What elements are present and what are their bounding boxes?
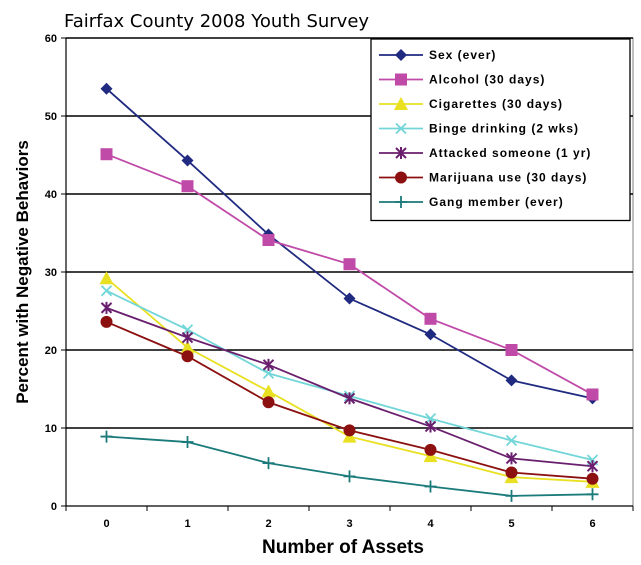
legend-label: Cigarettes (30 days) bbox=[429, 97, 563, 111]
x-tick-label: 1 bbox=[184, 518, 190, 530]
x-tick-label: 6 bbox=[589, 518, 595, 530]
data-point bbox=[100, 430, 113, 443]
legend-label: Attacked someone (1 yr) bbox=[429, 146, 591, 160]
data-point bbox=[505, 466, 518, 479]
legend-marker bbox=[395, 196, 407, 208]
legend-item: Cigarettes (30 days) bbox=[379, 97, 563, 111]
data-point bbox=[424, 480, 437, 493]
data-point bbox=[262, 396, 275, 409]
legend-marker bbox=[395, 147, 407, 159]
data-point bbox=[99, 271, 114, 285]
y-tick-label: 20 bbox=[45, 345, 57, 357]
data-point bbox=[586, 488, 599, 501]
x-axis-title: Number of Assets bbox=[262, 537, 424, 558]
data-point bbox=[505, 344, 518, 356]
series-line bbox=[106, 435, 593, 497]
data-point bbox=[424, 420, 437, 433]
data-point bbox=[343, 392, 356, 405]
data-point bbox=[424, 443, 437, 456]
x-tick-label: 3 bbox=[346, 518, 352, 530]
data-point bbox=[262, 457, 275, 470]
legend-label: Binge drinking (2 wks) bbox=[429, 122, 579, 136]
data-point bbox=[100, 285, 113, 297]
legend-label: Marijuana use (30 days) bbox=[429, 171, 587, 185]
legend-label: Sex (ever) bbox=[429, 48, 496, 62]
data-point bbox=[181, 154, 194, 167]
data-point bbox=[343, 258, 356, 271]
data-point bbox=[262, 234, 275, 247]
data-point bbox=[343, 470, 356, 483]
legend: Sex (ever) Alcohol (30 days) Cigarettes (3… bbox=[370, 38, 631, 222]
y-tick-label: 10 bbox=[45, 423, 57, 435]
legend-label: Gang member (ever) bbox=[429, 195, 564, 209]
y-axis-title: Percent with Negative Behaviors bbox=[13, 140, 32, 404]
data-point bbox=[586, 460, 599, 473]
data-point bbox=[343, 424, 356, 437]
series-line bbox=[105, 277, 593, 483]
legend-item: Binge drinking (2 wks) bbox=[379, 122, 579, 136]
data-point bbox=[505, 434, 518, 447]
legend-item: Sex (ever) bbox=[379, 48, 496, 62]
data-point bbox=[262, 358, 275, 371]
y-tick-label: 0 bbox=[51, 501, 57, 513]
data-point bbox=[343, 292, 356, 305]
data-point bbox=[181, 350, 194, 363]
legend-marker bbox=[394, 97, 408, 110]
data-point bbox=[181, 436, 194, 449]
legend-box bbox=[370, 38, 631, 222]
data-point bbox=[424, 328, 437, 341]
data-point bbox=[181, 180, 194, 193]
legend-marker bbox=[395, 122, 407, 135]
chart-title: Fairfax County 2008 Youth Survey bbox=[64, 11, 369, 32]
data-point bbox=[424, 312, 437, 325]
data-point bbox=[180, 340, 195, 354]
data-point bbox=[100, 82, 113, 95]
legend-item: Marijuana use (30 days) bbox=[379, 171, 587, 185]
x-tick-label: 4 bbox=[427, 518, 434, 530]
legend-item: Gang member (ever) bbox=[379, 195, 564, 209]
data-point bbox=[262, 367, 275, 380]
plot-area: 0 10 20 30 40 50 60 0 1 2 3 4 5 6 bbox=[45, 33, 634, 530]
data-point bbox=[181, 331, 194, 344]
y-tick-label: 60 bbox=[45, 33, 57, 45]
data-point bbox=[261, 384, 276, 398]
legend-label: Alcohol (30 days) bbox=[429, 73, 545, 87]
y-tick-label: 40 bbox=[45, 189, 57, 201]
legend-marker bbox=[395, 73, 407, 86]
x-tick-label: 2 bbox=[265, 518, 271, 530]
x-tick-label: 0 bbox=[103, 518, 109, 530]
data-point bbox=[100, 301, 113, 314]
data-point bbox=[586, 472, 599, 485]
legend-item: Attacked someone (1 yr) bbox=[379, 146, 591, 160]
legend-item: Alcohol (30 days) bbox=[379, 73, 545, 87]
legend-marker bbox=[395, 49, 407, 61]
data-point bbox=[505, 452, 518, 465]
y-tick-label: 30 bbox=[45, 267, 57, 279]
data-point bbox=[100, 148, 113, 161]
data-point bbox=[586, 388, 599, 401]
data-point bbox=[505, 489, 518, 502]
data-point bbox=[100, 315, 113, 328]
y-tick-label: 50 bbox=[45, 111, 57, 123]
x-tick-label: 5 bbox=[508, 518, 514, 530]
legend-marker bbox=[395, 171, 407, 184]
data-point bbox=[505, 374, 518, 387]
